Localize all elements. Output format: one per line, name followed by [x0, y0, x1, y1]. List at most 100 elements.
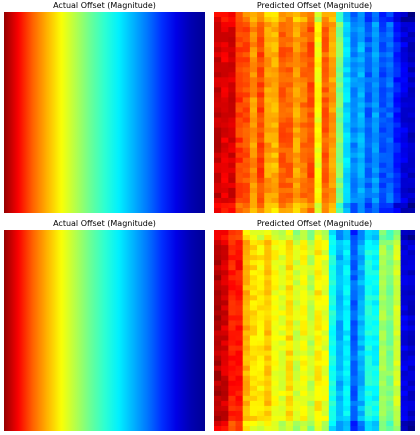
- heatmap-cell: [400, 300, 409, 306]
- heatmap-cell: [379, 300, 387, 306]
- heatmap-cell: [393, 415, 402, 422]
- heatmap-cell: [393, 260, 402, 266]
- heatmap-cell: [379, 385, 387, 392]
- heatmap-cell: [336, 102, 344, 109]
- heatmap-cell: [271, 330, 280, 337]
- heatmap-cell: [328, 275, 337, 281]
- heatmap-cell: [242, 425, 251, 431]
- heatmap-cell: [307, 22, 316, 28]
- heatmap-cell: [336, 27, 344, 33]
- heatmap-cell: [221, 37, 229, 43]
- heatmap-cell: [336, 425, 344, 431]
- heatmap-cell: [364, 92, 373, 99]
- heatmap-cell: [314, 315, 323, 322]
- heatmap-cell: [221, 62, 229, 68]
- heatmap-cell: [371, 250, 380, 256]
- heatmap-cell: [343, 360, 351, 367]
- heatmap-cell: [407, 275, 415, 281]
- heatmap-cell: [307, 330, 316, 337]
- heatmap-cell: [400, 425, 409, 431]
- heatmap-cell: [300, 395, 308, 402]
- heatmap-cell: [328, 182, 337, 189]
- heatmap-cell: [386, 112, 395, 119]
- heatmap-cell: [314, 420, 323, 427]
- heatmap-cell: [321, 162, 330, 169]
- heatmap-cell: [228, 280, 237, 286]
- heatmap-cell: [235, 157, 244, 164]
- heatmap-cell: [242, 62, 251, 68]
- heatmap-cell: [328, 122, 337, 129]
- heatmap-cell: [400, 12, 409, 18]
- heatmap-cell: [321, 72, 330, 78]
- heatmap-cell: [228, 167, 237, 174]
- heatmap-cell: [249, 92, 258, 99]
- heatmap-cell: [257, 345, 265, 352]
- heatmap-cell: [285, 77, 294, 83]
- heatmap-cell: [300, 260, 308, 266]
- heatmap-cell: [257, 280, 265, 286]
- heatmap-cell: [343, 275, 351, 281]
- heatmap-cell: [300, 122, 308, 129]
- heatmap-cell: [350, 240, 359, 246]
- heatmap-cell: [321, 22, 330, 28]
- heatmap-cell: [271, 162, 280, 169]
- heatmap-cell: [278, 17, 287, 23]
- heatmap-cell: [407, 67, 415, 73]
- heatmap-cell: [257, 275, 265, 281]
- heatmap-cell: [300, 12, 308, 18]
- heatmap-cell: [214, 192, 222, 199]
- heatmap-cell: [364, 182, 373, 189]
- heatmap-cell: [379, 112, 387, 119]
- heatmap-cell: [278, 52, 287, 58]
- heatmap-cell: [257, 72, 265, 78]
- heatmap-cell: [292, 207, 301, 213]
- heatmap-cell: [328, 107, 337, 114]
- heatmap-cell: [336, 390, 344, 397]
- heatmap-cell: [221, 405, 229, 412]
- heatmap-cell: [379, 360, 387, 367]
- heatmap-cell: [249, 380, 258, 387]
- heatmap-cell: [407, 260, 415, 266]
- heatmap-cell: [386, 92, 395, 99]
- heatmap-cell: [328, 315, 337, 322]
- heatmap-cell: [400, 42, 409, 48]
- heatmap-cell: [386, 87, 395, 94]
- heatmap-cell: [379, 325, 387, 332]
- heatmap-cell: [350, 270, 359, 276]
- heatmap-cell: [400, 167, 409, 174]
- heatmap-cell: [371, 102, 380, 109]
- heatmap-cell: [214, 340, 222, 347]
- heatmap-cell: [314, 355, 323, 362]
- heatmap-cell: [249, 187, 258, 194]
- heatmap-cell: [228, 137, 237, 144]
- heatmap-cell: [407, 42, 415, 48]
- heatmap-cell: [357, 285, 366, 291]
- heatmap-cell: [314, 270, 323, 276]
- heatmap-cell: [214, 415, 222, 422]
- heatmap-cell: [235, 235, 244, 241]
- heatmap-cell: [292, 405, 301, 412]
- heatmap-cell: [249, 72, 258, 78]
- heatmap-cell: [343, 47, 351, 53]
- heatmap-cell: [350, 300, 359, 306]
- heatmap-cell: [393, 285, 402, 291]
- heatmap-cell: [235, 47, 244, 53]
- heatmap-cell: [228, 290, 237, 296]
- heatmap-cell: [271, 280, 280, 286]
- heatmap-cell: [321, 360, 330, 367]
- heatmap-cell: [386, 255, 395, 261]
- heatmap-cell: [221, 385, 229, 392]
- heatmap-cell: [292, 245, 301, 251]
- heatmap-cell: [249, 47, 258, 53]
- heatmap-cell: [292, 192, 301, 199]
- heatmap-cell: [307, 270, 316, 276]
- heatmap-cell: [249, 77, 258, 83]
- heatmap-cell: [285, 162, 294, 169]
- heatmap-cell: [357, 67, 366, 73]
- heatmap-cell: [328, 82, 337, 88]
- heatmap-cell: [314, 157, 323, 164]
- heatmap-cell: [264, 325, 273, 332]
- heatmap-cell: [357, 107, 366, 114]
- heatmap-cell: [407, 340, 415, 347]
- heatmap-cell: [314, 202, 323, 209]
